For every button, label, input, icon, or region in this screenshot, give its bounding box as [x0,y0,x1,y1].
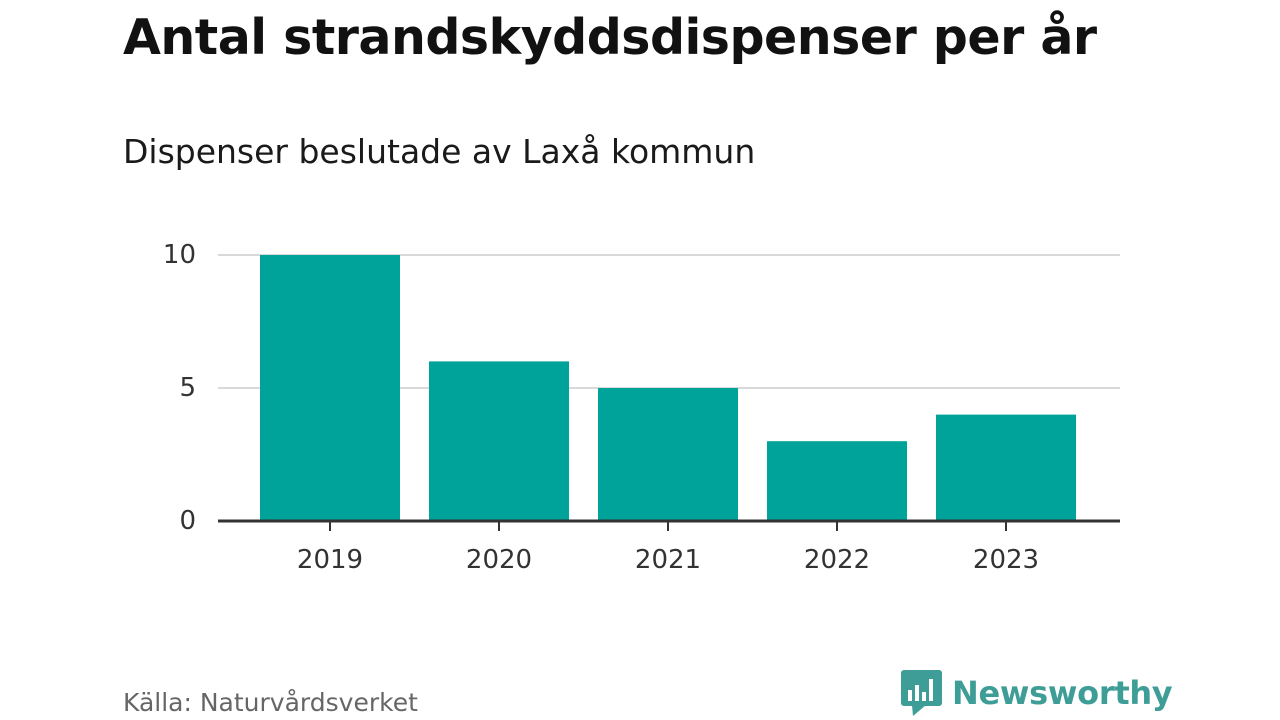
chart-subtitle: Dispenser beslutade av Laxå kommun [123,132,756,171]
bar-chart-speech-bubble-icon [901,670,942,716]
x-tick-label: 2023 [973,545,1039,575]
brand-logo: Newsworthy [901,670,1173,716]
y-tick-label: 5 [179,373,196,403]
bar [767,441,907,521]
x-tick-label: 2022 [804,545,870,575]
x-tick-label: 2021 [635,545,701,575]
chart-title: Antal strandskyddsdispenser per år [123,9,1097,66]
y-tick-label: 10 [163,240,196,270]
x-tick-label: 2019 [297,545,363,575]
x-tick-label: 2020 [466,545,532,575]
source-note: Källa: Naturvårdsverket [123,688,418,717]
y-tick-label: 0 [179,506,196,536]
bar [260,255,400,521]
bar [936,414,1076,521]
bar [598,388,738,521]
bar [429,361,569,521]
brand-name: Newsworthy [952,674,1173,712]
